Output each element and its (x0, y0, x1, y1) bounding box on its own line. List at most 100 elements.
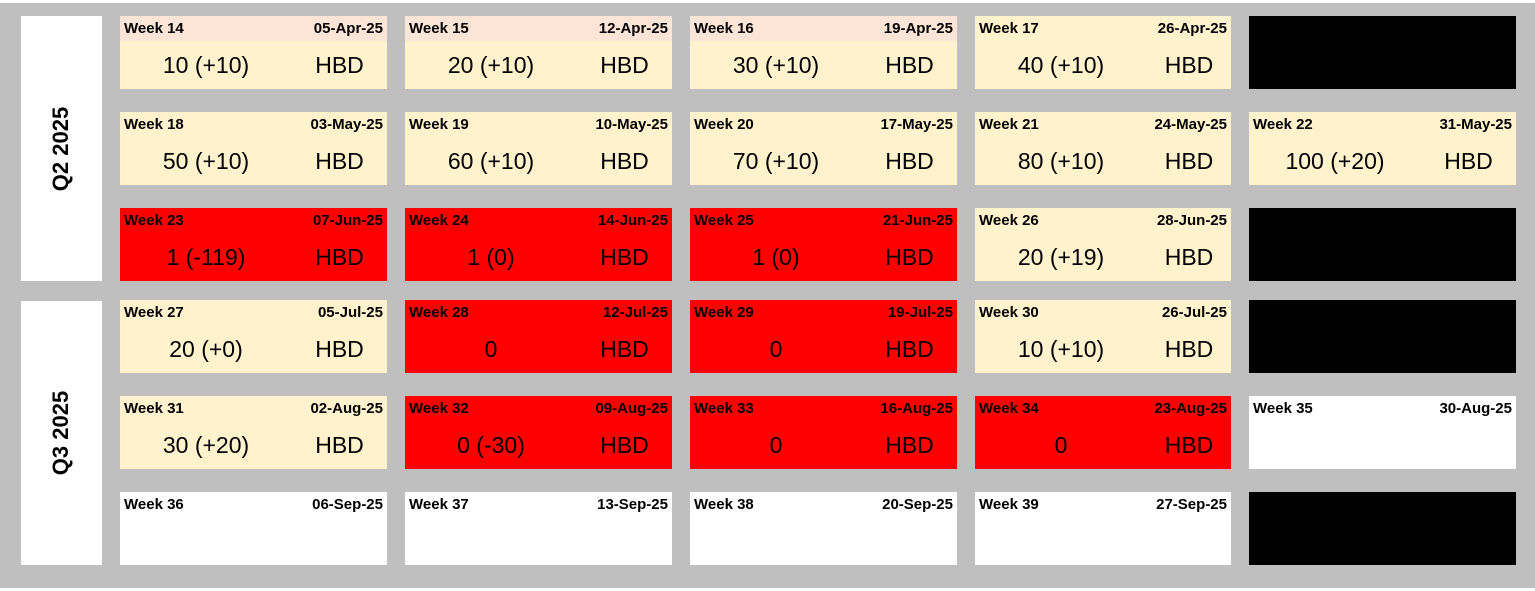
week-card-header: Week 27 05-Jul-25 (120, 300, 387, 325)
week-label: Week 38 (694, 496, 754, 513)
week-tag (1147, 517, 1231, 565)
week-date: 13-Sep-25 (597, 496, 668, 513)
week-card[interactable]: Week 17 26-Apr-25 40 (+10) HBD (975, 16, 1231, 89)
week-card-body: 100 (+20) HBD (1249, 137, 1516, 185)
week-value: 20 (+10) (447, 51, 535, 78)
week-card[interactable]: Week 35 30-Aug-25 (1249, 396, 1516, 469)
week-value: 1 (0) (467, 243, 515, 270)
week-card-body: 10 (+10) HBD (120, 41, 387, 89)
week-card-header: Week 26 28-Jun-25 (975, 208, 1231, 233)
week-date: 21-Jun-25 (882, 212, 953, 229)
week-card-body: 1 (0) HBD (405, 233, 672, 281)
week-card[interactable]: Week 32 09-Aug-25 0 (-30) HBD (405, 396, 672, 469)
week-tag: HBD (600, 243, 649, 270)
week-card-body: 20 (+19) HBD (975, 233, 1231, 281)
week-card[interactable]: Week 22 31-May-25 100 (+20) HBD (1249, 112, 1516, 185)
week-value (1249, 421, 1421, 469)
week-label: Week 16 (694, 20, 754, 37)
week-date: 16-Aug-25 (880, 400, 953, 417)
week-card-body: 30 (+20) HBD (120, 421, 387, 469)
week-date: 05-Jul-25 (317, 304, 383, 321)
week-card[interactable]: Week 36 06-Sep-25 (120, 492, 387, 565)
week-value: 20 (+0) (169, 335, 243, 362)
week-card[interactable]: Week 14 05-Apr-25 10 (+10) HBD (120, 16, 387, 89)
week-tag: HBD (1164, 51, 1214, 78)
week-card-body: 20 (+10) HBD (405, 41, 672, 89)
week-date: 10-May-25 (595, 116, 668, 133)
week-card-header: Week 30 26-Jul-25 (975, 300, 1231, 325)
week-value: 0 (1054, 431, 1068, 458)
week-label: Week 28 (409, 304, 469, 321)
week-card[interactable]: Week 27 05-Jul-25 20 (+0) HBD (120, 300, 387, 373)
week-card-body: 0 HBD (690, 421, 957, 469)
week-tag: HBD (600, 335, 649, 362)
week-card-header: Week 36 06-Sep-25 (120, 492, 387, 517)
week-card-body: 70 (+10) HBD (690, 137, 957, 185)
week-card[interactable]: Week 31 02-Aug-25 30 (+20) HBD (120, 396, 387, 469)
week-label: Week 37 (409, 496, 469, 513)
week-card[interactable]: Week 24 14-Jun-25 1 (0) HBD (405, 208, 672, 281)
week-tag: HBD (1164, 431, 1214, 458)
quarter-label-text: Q2 2025 (48, 106, 74, 191)
week-card-header: Week 25 21-Jun-25 (690, 208, 957, 233)
week-tag: HBD (1444, 147, 1493, 174)
week-label: Week 23 (124, 212, 184, 229)
week-card[interactable]: Week 23 07-Jun-25 1 (-119) HBD (120, 208, 387, 281)
week-label: Week 19 (409, 116, 469, 133)
week-card-header: Week 18 03-May-25 (120, 112, 387, 137)
week-tag: HBD (1164, 147, 1214, 174)
week-value: 30 (+10) (732, 51, 820, 78)
week-label: Week 30 (979, 304, 1039, 321)
week-card[interactable]: Week 30 26-Jul-25 10 (+10) HBD (975, 300, 1231, 373)
week-label: Week 20 (694, 116, 754, 133)
week-card[interactable]: Week 15 12-Apr-25 20 (+10) HBD (405, 16, 672, 89)
week-value: 70 (+10) (732, 147, 820, 174)
week-value: 80 (+10) (1017, 147, 1105, 174)
week-card[interactable]: Week 28 12-Jul-25 0 HBD (405, 300, 672, 373)
week-card[interactable]: Week 34 23-Aug-25 0 HBD (975, 396, 1231, 469)
quarter-label-text: Q3 2025 (48, 390, 74, 476)
week-card[interactable]: Week 25 21-Jun-25 1 (0) HBD (690, 208, 957, 281)
week-card-header: Week 28 12-Jul-25 (405, 300, 672, 325)
week-card-header: Week 33 16-Aug-25 (690, 396, 957, 421)
week-date: 03-May-25 (310, 116, 383, 133)
week-tag: HBD (1164, 335, 1214, 362)
week-card[interactable]: Week 16 19-Apr-25 30 (+10) HBD (690, 16, 957, 89)
week-label: Week 33 (694, 400, 754, 417)
week-label: Week 34 (979, 400, 1039, 417)
week-tag: HBD (315, 51, 364, 78)
week-label: Week 17 (979, 20, 1039, 37)
week-card-header: Week 32 09-Aug-25 (405, 396, 672, 421)
week-card[interactable]: Week 37 13-Sep-25 (405, 492, 672, 565)
week-card-header: Week 34 23-Aug-25 (975, 396, 1231, 421)
week-value: 0 (769, 335, 783, 362)
week-value: 50 (+10) (162, 147, 250, 174)
week-value: 40 (+10) (1017, 51, 1105, 78)
week-date: 30-Aug-25 (1439, 400, 1512, 417)
week-card[interactable]: Week 18 03-May-25 50 (+10) HBD (120, 112, 387, 185)
week-card[interactable]: Week 38 20-Sep-25 (690, 492, 957, 565)
week-card[interactable]: Week 29 19-Jul-25 0 HBD (690, 300, 957, 373)
week-value: 100 (+20) (1285, 147, 1385, 174)
week-card-body: 0 HBD (405, 325, 672, 373)
week-tag: HBD (1164, 243, 1214, 270)
week-value (120, 517, 292, 565)
week-card[interactable]: Week 20 17-May-25 70 (+10) HBD (690, 112, 957, 185)
week-card[interactable]: Week 33 16-Aug-25 0 HBD (690, 396, 957, 469)
week-date: 31-May-25 (1439, 116, 1512, 133)
week-tag: HBD (315, 335, 364, 362)
blank-cell (1249, 208, 1516, 281)
week-tag: HBD (885, 51, 934, 78)
week-card-header: Week 38 20-Sep-25 (690, 492, 957, 517)
week-card-body: 0 HBD (690, 325, 957, 373)
week-value: 30 (+20) (162, 431, 250, 458)
week-date: 20-Sep-25 (882, 496, 953, 513)
week-label: Week 14 (124, 20, 184, 37)
week-card[interactable]: Week 19 10-May-25 60 (+10) HBD (405, 112, 672, 185)
week-date: 07-Jun-25 (312, 212, 383, 229)
week-card[interactable]: Week 39 27-Sep-25 (975, 492, 1231, 565)
week-card[interactable]: Week 21 24-May-25 80 (+10) HBD (975, 112, 1231, 185)
week-card[interactable]: Week 26 28-Jun-25 20 (+19) HBD (975, 208, 1231, 281)
week-card-header: Week 31 02-Aug-25 (120, 396, 387, 421)
week-label: Week 31 (124, 400, 184, 417)
